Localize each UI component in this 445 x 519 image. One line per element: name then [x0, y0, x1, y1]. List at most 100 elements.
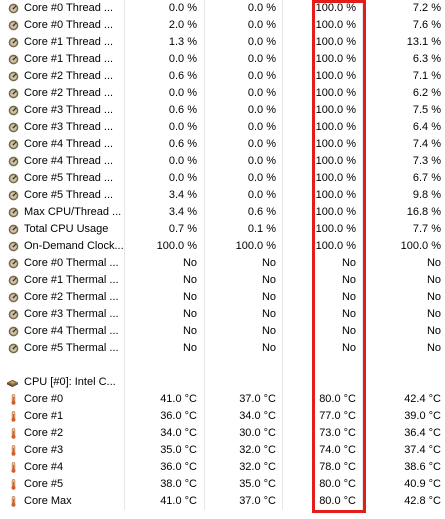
minimum-value: 0.0 %	[205, 34, 283, 51]
sensor-label: Core Max	[24, 495, 72, 507]
minimum-value: 0.0 %	[205, 68, 283, 85]
table-row[interactable]: Core #2 Thread ... 0.6 % 0.0 % 100.0 % 7.1 %	[0, 68, 445, 85]
maximum-value: 100.0 %	[283, 119, 363, 136]
table-row-empty	[0, 357, 445, 374]
table-row[interactable]: Core #0 Thread ... 0.0 % 0.0 % 100.0 % 7.2 %	[0, 0, 445, 17]
minimum-value: 0.0 %	[205, 51, 283, 68]
average-value: No	[426, 325, 441, 337]
average-value: 6.4 %	[412, 121, 441, 133]
gauge-icon	[8, 3, 19, 14]
table-row[interactable]: Core #0 Thermal ... No No No No	[0, 255, 445, 272]
table-row[interactable]: On-Demand Clock... 100.0 % 100.0 % 100.0 % 1…	[0, 238, 445, 255]
table-row[interactable]: Core #3 Thermal ... No No No No	[0, 306, 445, 323]
gauge-icon	[8, 224, 19, 235]
table-row[interactable]: Core #4 Thread ... 0.6 % 0.0 % 100.0 % 7.4 %	[0, 136, 445, 153]
table-row[interactable]: Core #5 Thread ... 3.4 % 0.0 % 100.0 % 9.8 %	[0, 187, 445, 204]
average-value: 38.6 °C	[404, 461, 441, 473]
maximum-value: 74.0 °C	[283, 442, 363, 459]
minimum-value: 0.0 %	[205, 136, 283, 153]
table-row[interactable]: Core #2 Thermal ... No No No No	[0, 289, 445, 306]
maximum-value: 80.0 °C	[283, 476, 363, 493]
sensor-name-cell: Core #2 Thermal ...	[0, 289, 125, 306]
table-row[interactable]: Core #2 34.0 °C 30.0 °C 73.0 °C 36.4 °C	[0, 425, 445, 442]
thermometer-icon	[8, 462, 19, 473]
average-value: 6.2 %	[412, 87, 441, 99]
sensor-label: CPU [#0]: Intel C...	[24, 376, 116, 388]
table-row[interactable]: CPU [#0]: Intel C...	[0, 374, 445, 391]
gauge-icon	[8, 326, 19, 337]
table-row[interactable]: Max CPU/Thread ... 3.4 % 0.6 % 100.0 % 16.8 …	[0, 204, 445, 221]
table-row[interactable]: Core #5 Thread ... 0.0 % 0.0 % 100.0 % 6.7 %	[0, 170, 445, 187]
minimum-value: No	[205, 289, 283, 306]
current-value: 0.6 %	[125, 68, 205, 85]
table-row[interactable]: Total CPU Usage 0.7 % 0.1 % 100.0 % 7.7 %	[0, 221, 445, 238]
sensor-label: Max CPU/Thread ...	[24, 206, 122, 218]
sensor-name-cell: Core #1 Thermal ...	[0, 272, 125, 289]
minimum-value: No	[205, 272, 283, 289]
thermometer-icon	[8, 394, 19, 405]
current-value: 36.0 °C	[125, 408, 205, 425]
table-row[interactable]: Core #3 Thread ... 0.0 % 0.0 % 100.0 % 6.4 %	[0, 119, 445, 136]
sensor-name-cell: Core #5	[0, 476, 125, 493]
current-value: No	[125, 306, 205, 323]
maximum-value: 100.0 %	[283, 153, 363, 170]
sensor-name-cell: Core #2	[0, 425, 125, 442]
table-row[interactable]: Core #0 41.0 °C 37.0 °C 80.0 °C 42.4 °C	[0, 391, 445, 408]
table-row[interactable]: Core #4 Thermal ... No No No No	[0, 323, 445, 340]
average-value: 37.4 °C	[404, 444, 441, 456]
table-row[interactable]: Core #4 Thread ... 0.0 % 0.0 % 100.0 % 7.3 %	[0, 153, 445, 170]
table-row[interactable]: Core #0 Thread ... 2.0 % 0.0 % 100.0 % 7.6 %	[0, 17, 445, 34]
table-row[interactable]: Core #1 Thermal ... No No No No	[0, 272, 445, 289]
maximum-value: 100.0 %	[283, 34, 363, 51]
gauge-icon	[8, 258, 19, 269]
maximum-value: No	[283, 289, 363, 306]
current-value: 0.0 %	[125, 170, 205, 187]
current-value: 3.4 %	[125, 187, 205, 204]
current-value: 41.0 °C	[125, 493, 205, 510]
current-value: 0.0 %	[125, 51, 205, 68]
minimum-value: 0.0 %	[205, 102, 283, 119]
maximum-value	[283, 357, 363, 374]
sensor-name-cell: Core #0 Thread ...	[0, 0, 125, 17]
table-row[interactable]: Core #5 38.0 °C 35.0 °C 80.0 °C 40.9 °C	[0, 476, 445, 493]
sensor-name-cell: Core #1 Thread ...	[0, 51, 125, 68]
average-value: 9.8 %	[412, 189, 441, 201]
minimum-value: 0.0 %	[205, 17, 283, 34]
table-row[interactable]: Core #3 35.0 °C 32.0 °C 74.0 °C 37.4 °C	[0, 442, 445, 459]
average-value: 7.2 %	[412, 2, 441, 14]
current-value: 41.0 °C	[125, 391, 205, 408]
sensor-name-cell: Core #3 Thermal ...	[0, 306, 125, 323]
sensor-label: On-Demand Clock...	[24, 240, 124, 252]
minimum-value: 0.0 %	[205, 119, 283, 136]
sensor-name-cell: CPU [#0]: Intel C...	[0, 374, 125, 391]
table-row[interactable]: Core #1 Thread ... 0.0 % 0.0 % 100.0 % 6.3 %	[0, 51, 445, 68]
current-value: 0.6 %	[125, 136, 205, 153]
current-value: 36.0 °C	[125, 459, 205, 476]
table-row[interactable]: Core #2 Thread ... 0.0 % 0.0 % 100.0 % 6.2 %	[0, 85, 445, 102]
table-row[interactable]: Core #3 Thread ... 0.6 % 0.0 % 100.0 % 7.5 %	[0, 102, 445, 119]
minimum-value: 30.0 °C	[205, 425, 283, 442]
table-row[interactable]: Core #5 Thermal ... No No No No	[0, 340, 445, 357]
maximum-value	[283, 374, 363, 391]
average-value	[363, 374, 445, 391]
maximum-value: 100.0 %	[283, 51, 363, 68]
gauge-icon	[8, 309, 19, 320]
sensor-name-cell: Core #1 Thread ...	[0, 34, 125, 51]
minimum-value: 37.0 °C	[205, 493, 283, 510]
table-row[interactable]: Core #1 36.0 °C 34.0 °C 77.0 °C 39.0 °C	[0, 408, 445, 425]
sensor-label: Core #1 Thread ...	[24, 53, 114, 65]
minimum-value: 35.0 °C	[205, 476, 283, 493]
thermometer-icon	[8, 445, 19, 456]
gauge-icon	[8, 343, 19, 354]
sensor-name-cell: Core #3 Thread ...	[0, 119, 125, 136]
maximum-value: 100.0 %	[283, 68, 363, 85]
table-row[interactable]: Core Max 41.0 °C 37.0 °C 80.0 °C 42.8 °C	[0, 493, 445, 510]
table-row[interactable]: Core #4 36.0 °C 32.0 °C 78.0 °C 38.6 °C	[0, 459, 445, 476]
average-value: 7.3 %	[412, 155, 441, 167]
average-value: 7.5 %	[412, 104, 441, 116]
sensor-name-cell: Core #5 Thermal ...	[0, 340, 125, 357]
average-value: No	[426, 308, 441, 320]
thermometer-icon	[8, 411, 19, 422]
sensor-label: Core #1	[24, 410, 64, 422]
table-row[interactable]: Core #1 Thread ... 1.3 % 0.0 % 100.0 % 13.1 …	[0, 34, 445, 51]
